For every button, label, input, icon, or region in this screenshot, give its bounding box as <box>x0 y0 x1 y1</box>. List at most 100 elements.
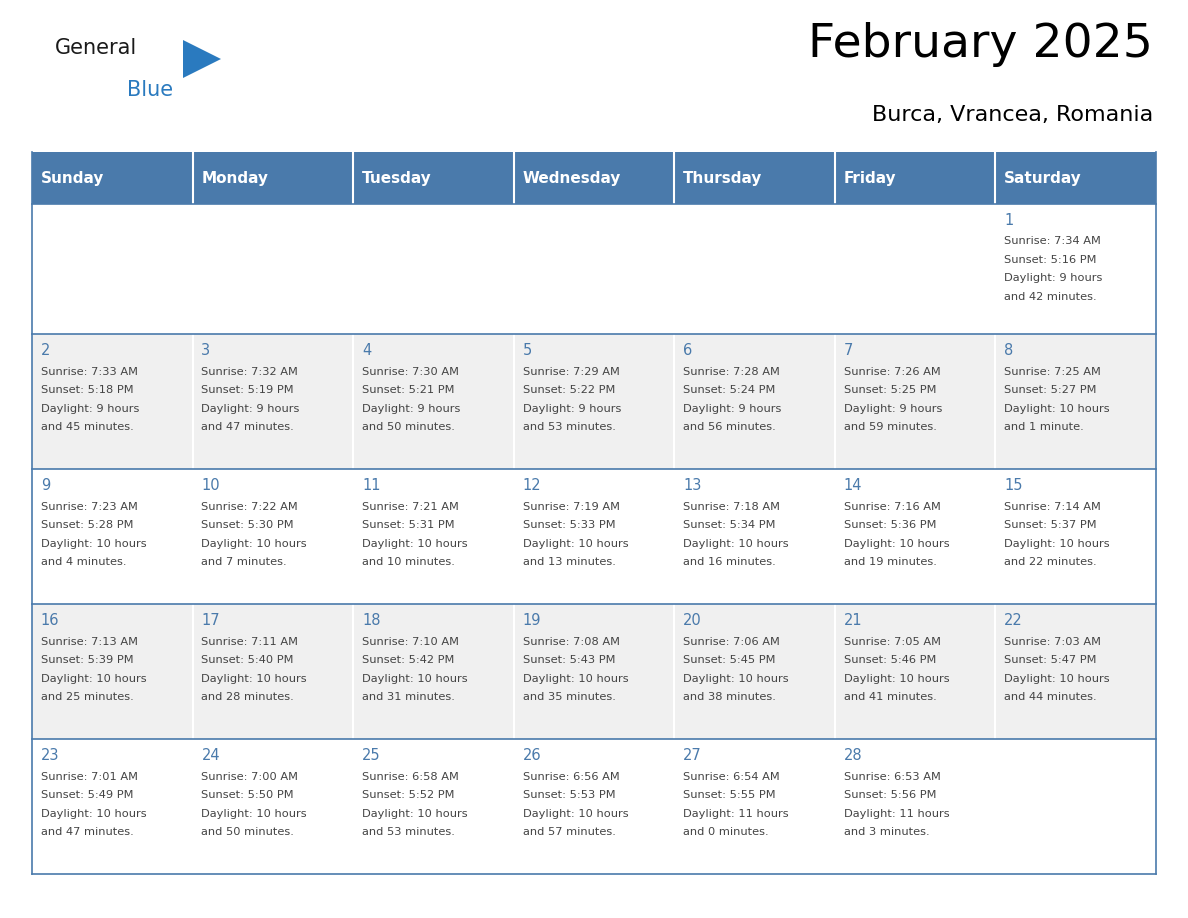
Text: 17: 17 <box>202 613 220 629</box>
Text: and 53 minutes.: and 53 minutes. <box>523 422 615 432</box>
Text: and 19 minutes.: and 19 minutes. <box>843 557 936 567</box>
Bar <box>32 334 1156 469</box>
Text: 13: 13 <box>683 478 701 494</box>
Text: 25: 25 <box>362 748 380 764</box>
Text: 20: 20 <box>683 613 702 629</box>
Text: Sunset: 5:21 PM: Sunset: 5:21 PM <box>362 385 455 395</box>
Text: Daylight: 10 hours: Daylight: 10 hours <box>362 674 468 684</box>
Text: Daylight: 10 hours: Daylight: 10 hours <box>683 674 789 684</box>
Text: Sunset: 5:27 PM: Sunset: 5:27 PM <box>1004 385 1097 395</box>
Text: Sunrise: 7:06 AM: Sunrise: 7:06 AM <box>683 636 781 646</box>
Bar <box>353 152 513 204</box>
Text: and 4 minutes.: and 4 minutes. <box>40 557 126 567</box>
Text: 6: 6 <box>683 343 693 358</box>
Text: and 0 minutes.: and 0 minutes. <box>683 827 769 837</box>
Text: Daylight: 10 hours: Daylight: 10 hours <box>40 674 146 684</box>
Text: Sunrise: 7:25 AM: Sunrise: 7:25 AM <box>1004 366 1101 376</box>
Text: Sunset: 5:50 PM: Sunset: 5:50 PM <box>202 790 293 800</box>
Text: Sunset: 5:36 PM: Sunset: 5:36 PM <box>843 521 936 530</box>
Text: Friday: Friday <box>843 171 896 185</box>
Text: Daylight: 10 hours: Daylight: 10 hours <box>1004 404 1110 414</box>
Text: and 50 minutes.: and 50 minutes. <box>202 827 295 837</box>
Text: Saturday: Saturday <box>1004 171 1082 185</box>
Text: 2: 2 <box>40 343 50 358</box>
Text: Tuesday: Tuesday <box>362 171 431 185</box>
Text: Sunrise: 7:26 AM: Sunrise: 7:26 AM <box>843 366 941 376</box>
Text: 21: 21 <box>843 613 862 629</box>
Text: and 38 minutes.: and 38 minutes. <box>683 692 776 702</box>
Text: and 22 minutes.: and 22 minutes. <box>1004 557 1097 567</box>
Text: Sunrise: 7:33 AM: Sunrise: 7:33 AM <box>40 366 138 376</box>
Text: Daylight: 9 hours: Daylight: 9 hours <box>523 404 621 414</box>
Text: 15: 15 <box>1004 478 1023 494</box>
Text: Sunrise: 7:19 AM: Sunrise: 7:19 AM <box>523 501 620 511</box>
Text: Sunset: 5:37 PM: Sunset: 5:37 PM <box>1004 521 1097 530</box>
Text: Sunrise: 7:23 AM: Sunrise: 7:23 AM <box>40 501 138 511</box>
Text: and 45 minutes.: and 45 minutes. <box>40 422 133 432</box>
Text: Daylight: 9 hours: Daylight: 9 hours <box>362 404 460 414</box>
Text: 28: 28 <box>843 748 862 764</box>
Text: and 28 minutes.: and 28 minutes. <box>202 692 295 702</box>
Text: Sunset: 5:52 PM: Sunset: 5:52 PM <box>362 790 455 800</box>
Text: Sunset: 5:18 PM: Sunset: 5:18 PM <box>40 385 133 395</box>
Bar <box>32 739 1156 874</box>
Text: and 1 minute.: and 1 minute. <box>1004 422 1083 432</box>
Text: Sunrise: 7:30 AM: Sunrise: 7:30 AM <box>362 366 459 376</box>
Text: and 31 minutes.: and 31 minutes. <box>362 692 455 702</box>
Text: Daylight: 11 hours: Daylight: 11 hours <box>843 809 949 819</box>
Text: Sunset: 5:40 PM: Sunset: 5:40 PM <box>202 655 293 665</box>
Text: Sunrise: 7:29 AM: Sunrise: 7:29 AM <box>523 366 619 376</box>
Text: 23: 23 <box>40 748 59 764</box>
Text: Sunrise: 7:34 AM: Sunrise: 7:34 AM <box>1004 236 1101 246</box>
Bar <box>32 204 1156 334</box>
Text: Monday: Monday <box>202 171 268 185</box>
Text: Sunset: 5:39 PM: Sunset: 5:39 PM <box>40 655 133 665</box>
Text: Sunset: 5:31 PM: Sunset: 5:31 PM <box>362 521 455 530</box>
Text: 12: 12 <box>523 478 542 494</box>
Bar <box>32 604 1156 739</box>
Text: Sunrise: 7:16 AM: Sunrise: 7:16 AM <box>843 501 941 511</box>
Text: Sunset: 5:24 PM: Sunset: 5:24 PM <box>683 385 776 395</box>
Text: Daylight: 10 hours: Daylight: 10 hours <box>362 539 468 549</box>
Text: Sunrise: 7:10 AM: Sunrise: 7:10 AM <box>362 636 459 646</box>
Text: 14: 14 <box>843 478 862 494</box>
Polygon shape <box>183 40 221 78</box>
Bar <box>32 469 1156 604</box>
Text: Daylight: 11 hours: Daylight: 11 hours <box>683 809 789 819</box>
Text: Sunset: 5:19 PM: Sunset: 5:19 PM <box>202 385 293 395</box>
Text: Daylight: 10 hours: Daylight: 10 hours <box>40 539 146 549</box>
Text: Sunrise: 7:28 AM: Sunrise: 7:28 AM <box>683 366 781 376</box>
Text: Sunrise: 7:00 AM: Sunrise: 7:00 AM <box>202 771 298 781</box>
Text: and 25 minutes.: and 25 minutes. <box>40 692 133 702</box>
Text: Sunset: 5:43 PM: Sunset: 5:43 PM <box>523 655 615 665</box>
Text: and 50 minutes.: and 50 minutes. <box>362 422 455 432</box>
Text: Sunset: 5:16 PM: Sunset: 5:16 PM <box>1004 254 1097 264</box>
Text: Sunset: 5:34 PM: Sunset: 5:34 PM <box>683 521 776 530</box>
Text: Sunset: 5:28 PM: Sunset: 5:28 PM <box>40 521 133 530</box>
Text: Wednesday: Wednesday <box>523 171 621 185</box>
Text: Daylight: 10 hours: Daylight: 10 hours <box>40 809 146 819</box>
Text: and 47 minutes.: and 47 minutes. <box>202 422 295 432</box>
Text: and 59 minutes.: and 59 minutes. <box>843 422 936 432</box>
Text: and 3 minutes.: and 3 minutes. <box>843 827 929 837</box>
Text: and 56 minutes.: and 56 minutes. <box>683 422 776 432</box>
Text: Daylight: 10 hours: Daylight: 10 hours <box>523 539 628 549</box>
Text: 4: 4 <box>362 343 371 358</box>
Text: Sunday: Sunday <box>40 171 105 185</box>
Bar <box>675 152 835 204</box>
Text: Sunrise: 7:18 AM: Sunrise: 7:18 AM <box>683 501 781 511</box>
Text: Sunrise: 7:11 AM: Sunrise: 7:11 AM <box>202 636 298 646</box>
Text: Daylight: 10 hours: Daylight: 10 hours <box>202 539 307 549</box>
Text: Sunset: 5:42 PM: Sunset: 5:42 PM <box>362 655 454 665</box>
Text: 26: 26 <box>523 748 542 764</box>
Text: Sunrise: 7:22 AM: Sunrise: 7:22 AM <box>202 501 298 511</box>
Text: Sunset: 5:45 PM: Sunset: 5:45 PM <box>683 655 776 665</box>
Text: and 10 minutes.: and 10 minutes. <box>362 557 455 567</box>
Text: 16: 16 <box>40 613 59 629</box>
Text: Blue: Blue <box>127 80 173 100</box>
Text: Daylight: 10 hours: Daylight: 10 hours <box>843 674 949 684</box>
Text: Sunrise: 7:03 AM: Sunrise: 7:03 AM <box>1004 636 1101 646</box>
Text: Sunrise: 7:13 AM: Sunrise: 7:13 AM <box>40 636 138 646</box>
Text: Daylight: 9 hours: Daylight: 9 hours <box>683 404 782 414</box>
Bar <box>32 152 192 204</box>
